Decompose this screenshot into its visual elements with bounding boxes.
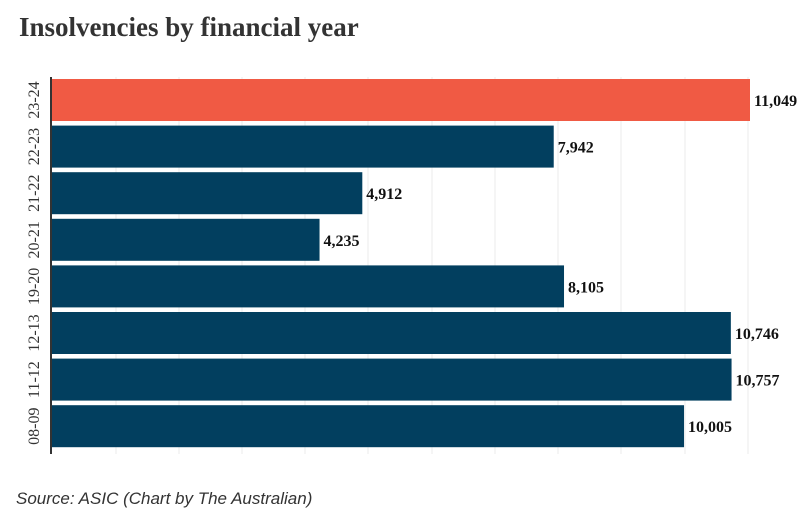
value-label-23-24: 11,049 xyxy=(754,93,797,110)
bar-22-23 xyxy=(52,125,554,168)
value-label-22-23: 7,942 xyxy=(558,140,594,157)
value-label-11-12: 10,757 xyxy=(736,373,780,390)
category-label-19-20: 19-20 xyxy=(26,268,43,305)
category-label-21-22: 21-22 xyxy=(26,175,43,212)
bar-23-24 xyxy=(52,79,750,121)
category-labels: 23-24 22-23 21-22 20-21 19-20 12-13 11-12 08-09 xyxy=(26,81,43,445)
value-label-19-20: 8,105 xyxy=(568,279,604,296)
value-label-12-13: 10,746 xyxy=(735,326,779,343)
value-labels: 11,049 7,942 4,912 4,235 8,105 10,746 10,757 10… xyxy=(324,93,798,436)
category-label-11-12: 11-12 xyxy=(26,361,43,398)
bar-20-21 xyxy=(52,218,320,261)
bar-12-13 xyxy=(52,312,731,354)
category-label-23-24: 23-24 xyxy=(26,81,43,118)
bars xyxy=(52,79,750,448)
category-label-08-09: 08-09 xyxy=(26,408,43,445)
category-label-20-21: 20-21 xyxy=(26,221,43,258)
source-note: Source: ASIC (Chart by The Australian) xyxy=(16,489,313,508)
category-label-12-13: 12-13 xyxy=(26,314,43,351)
category-label-22-23: 22-23 xyxy=(26,128,43,165)
value-label-08-09: 10,005 xyxy=(688,419,732,436)
bar-chart: 11,049 7,942 4,912 4,235 8,105 10,746 10,757 10… xyxy=(26,77,798,454)
chart-title: Insolvencies by financial year xyxy=(19,12,359,42)
bar-11-12 xyxy=(52,358,732,401)
bar-21-22 xyxy=(52,172,363,215)
bar-08-09 xyxy=(52,405,685,448)
value-label-21-22: 4,912 xyxy=(366,186,402,203)
value-label-20-21: 4,235 xyxy=(324,233,360,250)
bar-19-20 xyxy=(52,265,565,308)
